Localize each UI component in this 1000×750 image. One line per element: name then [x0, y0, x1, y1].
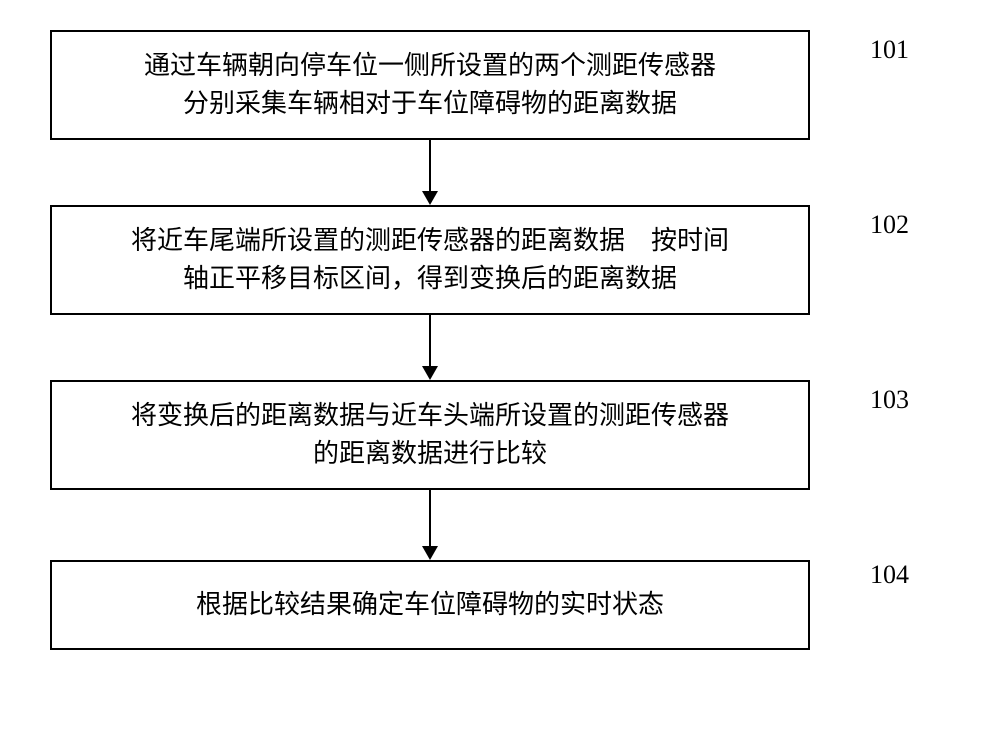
flow-node-1-label: 101	[870, 35, 909, 65]
flow-node-2-line-1: 将近车尾端所设置的测距传感器的距离数据 按时间	[131, 222, 729, 260]
flow-node-1: 通过车辆朝向停车位一侧所设置的两个测距传感器 分别采集车辆相对于车位障碍物的距离…	[50, 30, 810, 140]
flow-arrow-3-head	[422, 546, 438, 560]
flow-node-3-line-2: 的距离数据进行比较	[313, 435, 547, 473]
flow-node-2-line-2: 轴正平移目标区间，得到变换后的距离数据	[183, 260, 677, 298]
flow-node-2: 将近车尾端所设置的测距传感器的距离数据 按时间 轴正平移目标区间，得到变换后的距…	[50, 205, 810, 315]
flow-node-3: 将变换后的距离数据与近车头端所设置的测距传感器 的距离数据进行比较	[50, 380, 810, 490]
flow-arrow-3-line	[429, 490, 431, 546]
flow-node-4: 根据比较结果确定车位障碍物的实时状态	[50, 560, 810, 650]
flowchart-canvas: 通过车辆朝向停车位一侧所设置的两个测距传感器 分别采集车辆相对于车位障碍物的距离…	[0, 0, 1000, 750]
flow-node-1-line-1: 通过车辆朝向停车位一侧所设置的两个测距传感器	[144, 47, 716, 85]
flow-node-4-label: 104	[870, 560, 909, 590]
flow-arrow-2-line	[429, 315, 431, 366]
flow-arrow-1-head	[422, 191, 438, 205]
flow-node-3-line-1: 将变换后的距离数据与近车头端所设置的测距传感器	[131, 397, 729, 435]
flow-arrow-2-head	[422, 366, 438, 380]
flow-node-1-line-2: 分别采集车辆相对于车位障碍物的距离数据	[183, 85, 677, 123]
flow-node-4-line-1: 根据比较结果确定车位障碍物的实时状态	[196, 586, 664, 624]
flow-node-2-label: 102	[870, 210, 909, 240]
flow-arrow-1-line	[429, 140, 431, 191]
flow-node-3-label: 103	[870, 385, 909, 415]
